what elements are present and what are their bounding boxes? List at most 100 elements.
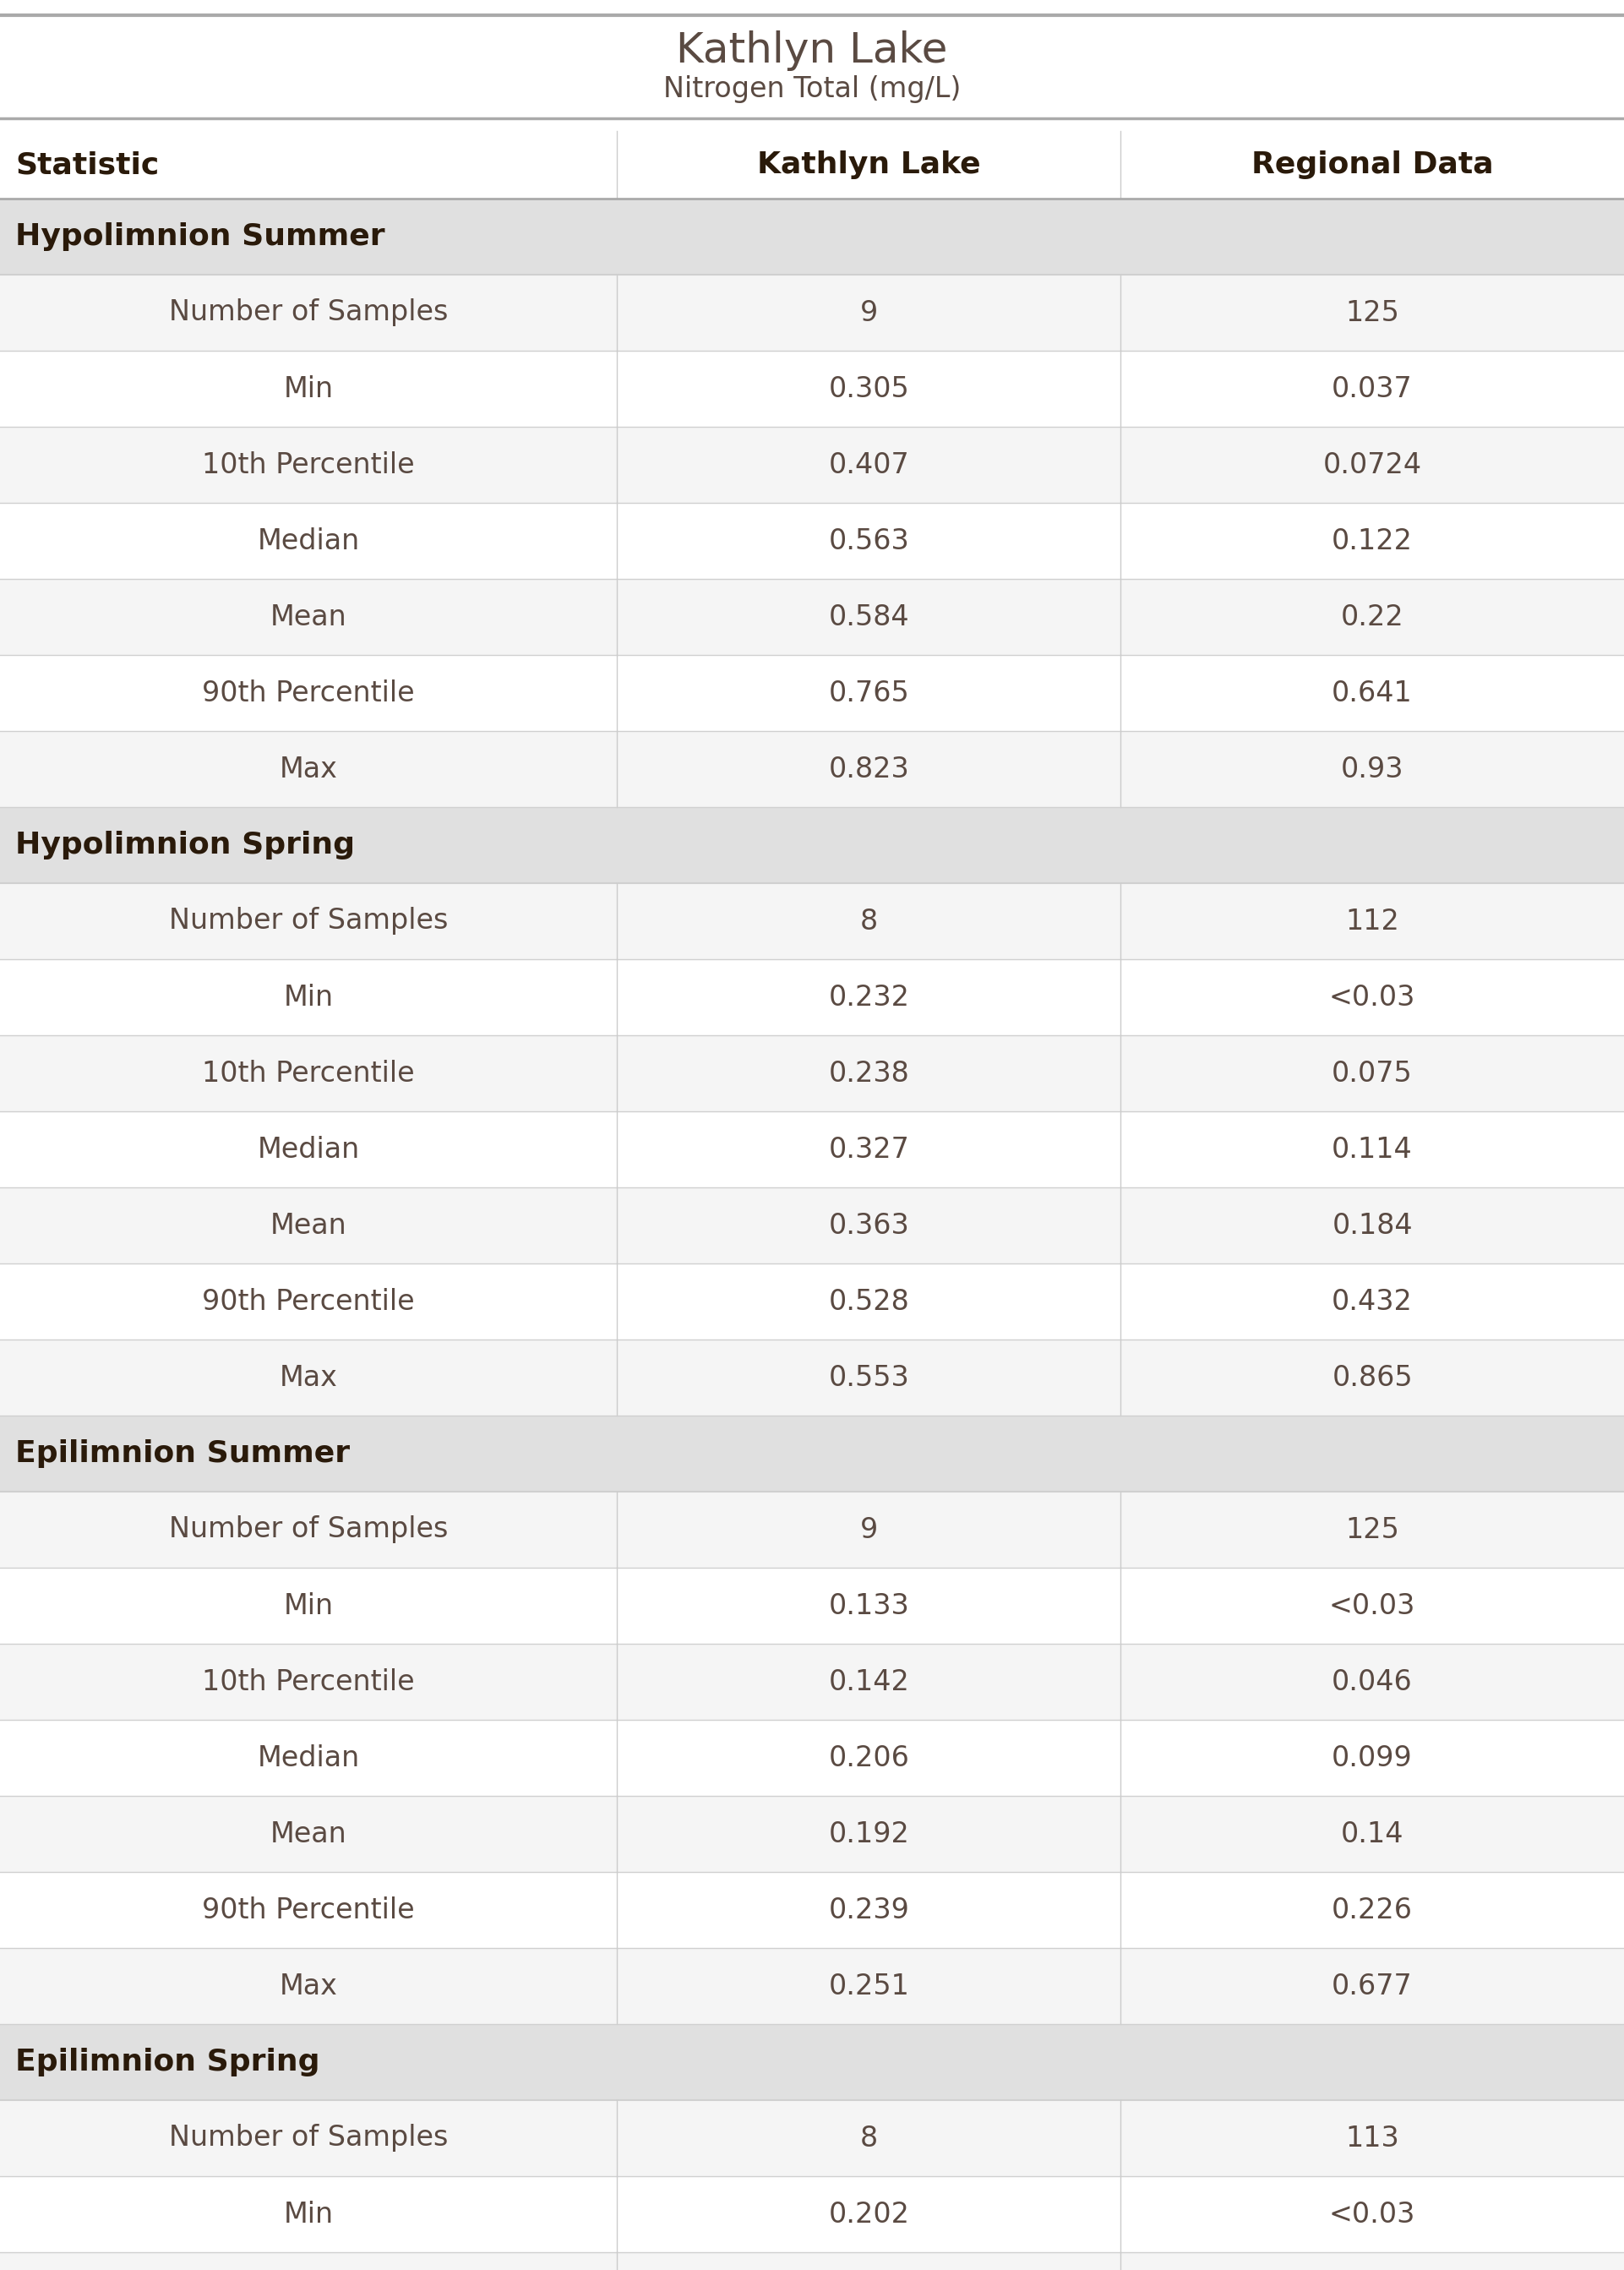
Text: Median: Median <box>257 1135 361 1162</box>
Bar <box>0 1796 1624 1873</box>
Bar <box>0 132 1624 197</box>
Text: 0.93: 0.93 <box>1341 756 1403 783</box>
Text: 0.099: 0.099 <box>1332 1743 1413 1773</box>
Text: Number of Samples: Number of Samples <box>169 908 448 935</box>
Bar <box>0 579 1624 656</box>
Text: 0.528: 0.528 <box>828 1287 909 1314</box>
Text: Hypolimnion Summer: Hypolimnion Summer <box>15 222 385 252</box>
Bar <box>0 1339 1624 1416</box>
Text: 113: 113 <box>1345 2125 1400 2152</box>
Text: 90th Percentile: 90th Percentile <box>203 1287 414 1314</box>
Bar <box>0 1264 1624 1339</box>
Bar <box>0 883 1624 960</box>
Text: 0.327: 0.327 <box>828 1135 909 1162</box>
Text: 0.206: 0.206 <box>828 1743 909 1773</box>
Text: 0.226: 0.226 <box>1332 1895 1413 1925</box>
Text: 0.239: 0.239 <box>828 1895 909 1925</box>
Text: 0.251: 0.251 <box>828 1973 909 2000</box>
Text: Min: Min <box>284 375 333 402</box>
Bar <box>0 808 1624 883</box>
Text: Median: Median <box>257 1743 361 1773</box>
Text: Mean: Mean <box>270 604 348 631</box>
Bar <box>0 2025 1624 2100</box>
Bar <box>0 1569 1624 1643</box>
Bar <box>0 2252 1624 2270</box>
Text: Kathlyn Lake: Kathlyn Lake <box>676 30 948 70</box>
Text: Mean: Mean <box>270 1212 348 1239</box>
Text: 0.232: 0.232 <box>828 983 909 1010</box>
Bar <box>0 504 1624 579</box>
Text: Min: Min <box>284 983 333 1010</box>
Text: Epilimnion Summer: Epilimnion Summer <box>15 1439 349 1469</box>
Text: Max: Max <box>279 1364 338 1392</box>
Bar <box>0 352 1624 427</box>
Text: 0.0724: 0.0724 <box>1324 452 1421 479</box>
Text: 0.563: 0.563 <box>828 527 909 554</box>
Text: 0.677: 0.677 <box>1332 1973 1413 2000</box>
Text: 10th Percentile: 10th Percentile <box>203 1060 414 1087</box>
Bar <box>0 1491 1624 1569</box>
Bar <box>0 2100 1624 2177</box>
Text: Kathlyn Lake: Kathlyn Lake <box>757 150 981 179</box>
Text: 8: 8 <box>861 908 877 935</box>
Text: 0.823: 0.823 <box>828 756 909 783</box>
Text: Statistic: Statistic <box>15 150 159 179</box>
Text: Number of Samples: Number of Samples <box>169 2125 448 2152</box>
Text: 90th Percentile: 90th Percentile <box>203 679 414 706</box>
Text: Hypolimnion Spring: Hypolimnion Spring <box>15 831 356 860</box>
Text: Mean: Mean <box>270 1821 348 1848</box>
Text: 0.184: 0.184 <box>1332 1212 1413 1239</box>
Bar <box>0 2177 1624 2252</box>
Text: 0.22: 0.22 <box>1341 604 1403 631</box>
Bar <box>0 275 1624 352</box>
Bar <box>0 1948 1624 2025</box>
Bar <box>0 427 1624 504</box>
Text: Nitrogen Total (mg/L): Nitrogen Total (mg/L) <box>663 75 961 102</box>
Text: 0.407: 0.407 <box>828 452 909 479</box>
Text: 0.641: 0.641 <box>1332 679 1413 706</box>
Bar <box>0 731 1624 808</box>
Text: <0.03: <0.03 <box>1328 983 1416 1010</box>
Text: 112: 112 <box>1345 908 1400 935</box>
Text: 9: 9 <box>859 300 879 327</box>
Text: 0.363: 0.363 <box>828 1212 909 1239</box>
Text: 0.122: 0.122 <box>1332 527 1413 554</box>
Bar <box>0 1873 1624 1948</box>
Text: 0.765: 0.765 <box>828 679 909 706</box>
Text: <0.03: <0.03 <box>1328 1591 1416 1621</box>
Text: Max: Max <box>279 1973 338 2000</box>
Text: 0.133: 0.133 <box>828 1591 909 1621</box>
Text: 0.114: 0.114 <box>1332 1135 1413 1162</box>
Text: 0.584: 0.584 <box>828 604 909 631</box>
Text: Number of Samples: Number of Samples <box>169 1516 448 1544</box>
Text: <0.03: <0.03 <box>1328 2200 1416 2229</box>
Bar <box>0 1035 1624 1112</box>
Text: 0.142: 0.142 <box>828 1668 909 1696</box>
Text: Epilimnion Spring: Epilimnion Spring <box>15 2048 320 2077</box>
Bar <box>0 1643 1624 1721</box>
Bar <box>0 656 1624 731</box>
Text: Min: Min <box>284 1591 333 1621</box>
Text: 10th Percentile: 10th Percentile <box>203 452 414 479</box>
Bar <box>0 197 1624 275</box>
Text: 125: 125 <box>1345 1516 1400 1544</box>
Text: 0.14: 0.14 <box>1341 1821 1403 1848</box>
Bar <box>0 960 1624 1035</box>
Text: 0.238: 0.238 <box>828 1060 909 1087</box>
Text: Regional Data: Regional Data <box>1250 150 1494 179</box>
Text: Number of Samples: Number of Samples <box>169 300 448 327</box>
Text: 8: 8 <box>861 2125 877 2152</box>
Text: Median: Median <box>257 527 361 554</box>
Text: Max: Max <box>279 756 338 783</box>
Text: 125: 125 <box>1345 300 1400 327</box>
Text: 0.075: 0.075 <box>1332 1060 1413 1087</box>
Text: 0.037: 0.037 <box>1332 375 1413 402</box>
Text: 0.192: 0.192 <box>828 1821 909 1848</box>
Text: 10th Percentile: 10th Percentile <box>203 1668 414 1696</box>
Bar <box>0 1721 1624 1796</box>
Text: 0.305: 0.305 <box>828 375 909 402</box>
Text: 90th Percentile: 90th Percentile <box>203 1895 414 1925</box>
Text: 0.046: 0.046 <box>1332 1668 1413 1696</box>
Text: 0.865: 0.865 <box>1332 1364 1413 1392</box>
Text: 0.432: 0.432 <box>1332 1287 1413 1314</box>
